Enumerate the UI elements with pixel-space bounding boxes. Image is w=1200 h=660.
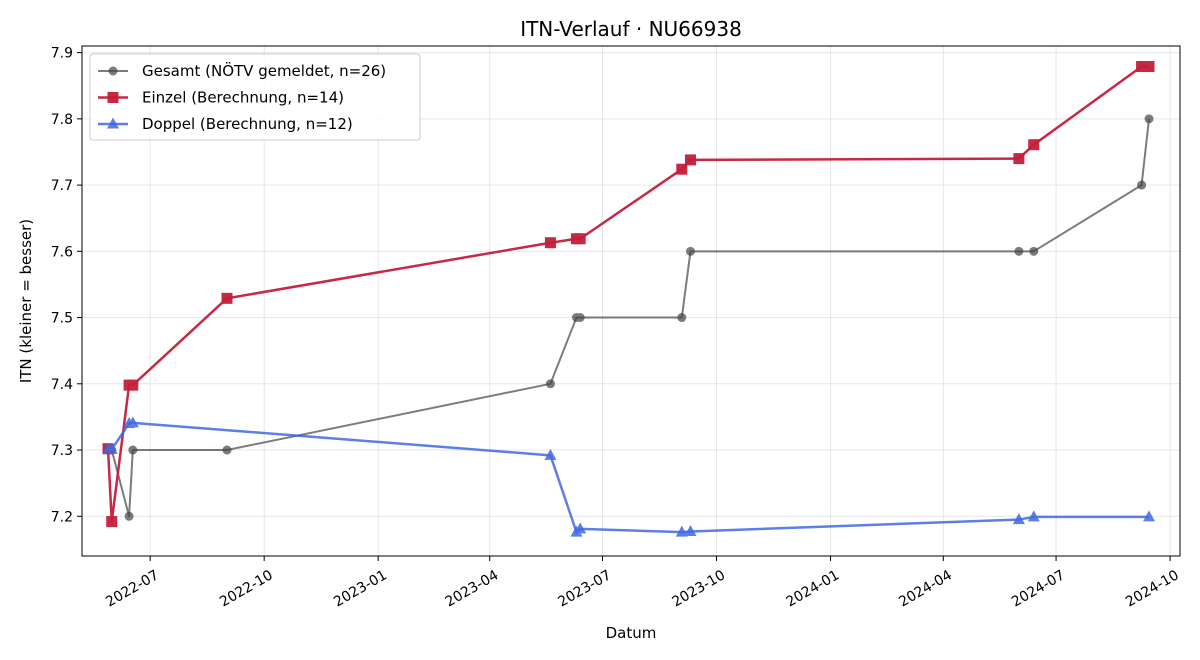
x-axis-label: Datum	[606, 624, 657, 642]
legend-frame	[89, 53, 421, 141]
series-layer	[102, 61, 1156, 537]
x-tick-label: 2024-10	[1123, 567, 1182, 610]
series-markers	[102, 416, 1156, 537]
x-tick-label: 2024-01	[783, 567, 842, 610]
data-point	[1013, 153, 1025, 165]
data-point	[574, 522, 587, 534]
data-point	[1028, 139, 1040, 151]
data-point	[128, 445, 138, 455]
y-axis: 7.2 7.3 7.4 7.5 7.6 7.7 7.8 7.9	[51, 46, 82, 525]
data-point	[1143, 61, 1155, 73]
y-tick-label: 7.5	[51, 311, 73, 327]
x-tick-label: 2023-01	[331, 567, 390, 610]
data-point	[1012, 513, 1025, 525]
data-point	[126, 416, 139, 428]
y-tick-label: 7.4	[51, 377, 73, 393]
legend-label: Doppel (Berechnung, n=12)	[142, 115, 353, 133]
data-point	[124, 511, 134, 521]
legend-marker	[107, 92, 119, 103]
series-3	[102, 416, 1156, 537]
y-tick-label: 7.3	[51, 443, 73, 459]
y-tick-label: 7.8	[51, 112, 73, 128]
data-point	[685, 246, 695, 256]
data-point	[1027, 510, 1040, 522]
data-point	[1143, 510, 1156, 522]
legend-item: Gesamt (NÖTV gemeldet, n=26)	[98, 61, 386, 80]
legend-marker-shape	[107, 117, 119, 129]
x-tick-label: 2023-10	[669, 567, 728, 610]
x-tick-label: 2023-04	[443, 567, 502, 610]
legend-label: Gesamt (NÖTV gemeldet, n=26)	[142, 61, 386, 80]
x-tick-label: 2024-07	[1009, 567, 1068, 610]
data-point	[684, 524, 697, 536]
legend-item: Doppel (Berechnung, n=12)	[98, 115, 353, 133]
data-point	[544, 237, 556, 249]
data-point	[544, 448, 557, 460]
series-2	[102, 61, 1155, 528]
data-point	[221, 292, 233, 304]
x-axis: 2022-07 2022-10 2023-01 2023-04 2023-07 2023-…	[103, 556, 1182, 610]
data-point	[105, 442, 118, 454]
legend: Gesamt (NÖTV gemeldet, n=26) Einzel (Bere…	[89, 53, 421, 141]
data-point	[575, 313, 585, 323]
y-axis-label: ITN (kleiner = besser)	[17, 219, 35, 383]
data-point	[676, 163, 688, 175]
legend-marker	[108, 66, 118, 76]
data-point	[222, 445, 232, 455]
plot-area-frame	[81, 45, 1181, 557]
data-point	[1144, 114, 1154, 124]
data-point	[1029, 246, 1039, 256]
data-point	[1137, 180, 1147, 190]
data-point	[127, 379, 139, 391]
legend-marker	[107, 117, 119, 129]
legend-item: Einzel (Berechnung, n=14)	[98, 89, 344, 107]
chart-title: ITN-Verlauf · NU66938	[520, 17, 742, 41]
data-point	[1136, 61, 1148, 73]
y-tick-label: 7.9	[51, 46, 73, 62]
data-point	[675, 525, 688, 537]
legend-label: Einzel (Berechnung, n=14)	[142, 89, 344, 107]
data-point	[545, 379, 555, 389]
legend-marker-shape	[108, 66, 118, 76]
legend-marker-shape	[107, 92, 119, 103]
x-tick-label: 2022-07	[103, 567, 162, 610]
data-point	[574, 233, 586, 245]
data-point	[1014, 246, 1024, 256]
series-markers	[102, 61, 1155, 528]
data-point	[106, 516, 118, 528]
data-point	[677, 313, 687, 323]
x-tick-label: 2024-04	[896, 567, 955, 610]
y-tick-label: 7.7	[51, 178, 73, 194]
x-tick-label: 2023-07	[555, 567, 614, 610]
y-tick-label: 7.6	[51, 244, 73, 260]
x-tick-label: 2022-10	[217, 567, 276, 610]
y-tick-label: 7.2	[51, 509, 73, 525]
data-point	[684, 154, 696, 166]
